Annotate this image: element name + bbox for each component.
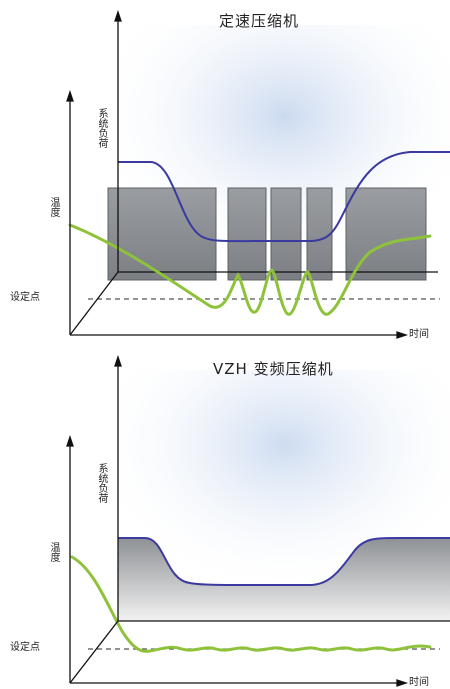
variable-speed-diagram: VZH 变频压缩机 系统负荷 温度 设定点 时间	[0, 345, 450, 689]
system-load-curve	[118, 151, 450, 243]
fixed-speed-svg	[66, 9, 450, 339]
temperature-curve	[70, 555, 432, 653]
fixed-speed-title: 定速压缩机	[219, 12, 300, 30]
variable-speed-svg	[66, 354, 450, 687]
temperature-axis-label: 温度	[48, 542, 59, 562]
system-load-axis-label: 系统负荷	[96, 108, 107, 148]
compressor-block-1	[107, 187, 217, 281]
system-load-axis-label: 系统负荷	[96, 463, 107, 503]
axes	[66, 9, 409, 339]
fixed-speed-diagram: 定速压缩机 系统负荷 温度 设定点 时间	[10, 9, 450, 340]
temperature-axis-label: 温度	[48, 197, 59, 217]
time-axis-label: 时间	[409, 677, 429, 688]
setpoint-label: 设定点	[10, 642, 40, 653]
compressor-block-3	[270, 187, 302, 281]
temperature-curve	[68, 223, 432, 316]
setpoint-label: 设定点	[10, 292, 40, 303]
system-load-curve	[118, 537, 450, 586]
compressor-block-4	[306, 187, 333, 281]
time-axis-label: 时间	[409, 329, 429, 340]
axes	[66, 354, 409, 687]
compressor-capacity-area	[118, 538, 450, 621]
compressor-block-2	[227, 187, 267, 281]
variable-speed-title: VZH 变频压缩机	[213, 360, 334, 378]
